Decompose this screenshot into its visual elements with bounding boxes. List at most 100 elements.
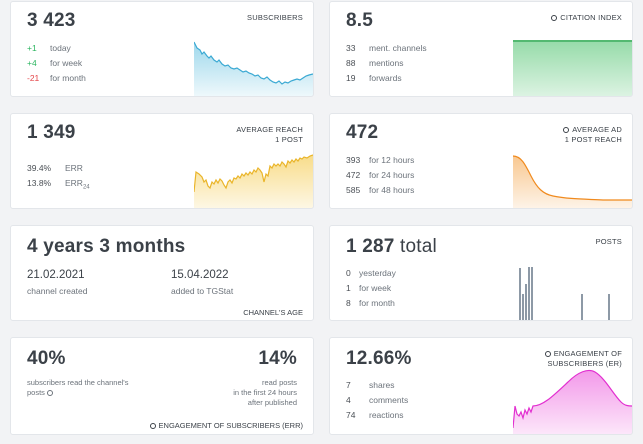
channel-age-value: 4 years 3 months: [27, 236, 186, 257]
err24-row: 13.8% ERR24: [27, 176, 90, 191]
citation-channels-value: 33: [346, 43, 356, 53]
ad-reach-12h-value: 393: [346, 155, 361, 165]
er-shares-row: 7 shares: [346, 378, 408, 393]
subscribers-month-label: for month: [50, 73, 86, 83]
er-value: 12.66%: [346, 348, 412, 369]
info-icon: [149, 423, 156, 429]
err-read-text: subscribers read the channel's posts: [27, 378, 129, 397]
err-row: 39.4% ERR: [27, 161, 90, 176]
er-reactions-label: reactions: [369, 410, 404, 420]
posts-stats: 0 yesterday 1 for week 8 for month: [346, 266, 396, 311]
er-sparkline: [513, 369, 632, 434]
ad-reach-24h-label: for 24 hours: [369, 170, 415, 180]
citation-mentions-row: 88 mentions: [346, 56, 427, 71]
info-icon: [47, 390, 54, 396]
subscribers-today-row: +1 today: [27, 41, 86, 56]
ad-reach-48h-row: 585 for 48 hours: [346, 183, 414, 198]
subscribers-month-value: -21: [27, 73, 40, 83]
subscribers-month-row: -21 for month: [27, 71, 86, 86]
added-date: 15.04.2022: [171, 269, 229, 281]
ad-reach-12h-label: for 12 hours: [369, 155, 415, 165]
ad-reach-12h-row: 393 for 12 hours: [346, 153, 414, 168]
err-label: ERR: [65, 163, 83, 173]
posts-total-value: 1 287: [346, 236, 395, 257]
ad-reach-24h-value: 472: [346, 170, 361, 180]
subscribers-card[interactable]: 3 423 SUBSCRIBERS +1 today +4 for week -21…: [10, 1, 314, 97]
posts-total-label: total: [400, 236, 437, 257]
err-24h-text: read posts in the first 24 hours after pub…: [233, 378, 297, 407]
info-icon: [544, 351, 551, 357]
citation-forwards-row: 19 forwards: [346, 71, 427, 86]
subscribers-stats: +1 today +4 for week -21 for month: [27, 41, 86, 86]
posts-month-label: for month: [359, 298, 395, 308]
er-card[interactable]: 12.66% ENGAGEMENT OF SUBSCRIBERS (ER) 7 sh…: [329, 337, 633, 435]
subscribers-label: SUBSCRIBERS: [247, 13, 303, 22]
average-reach-card[interactable]: 1 349 AVERAGE REACH 1 POST 39.4% ERR 13.8%…: [10, 113, 314, 209]
citation-mentions-label: mentions: [369, 58, 404, 68]
channel-age-card[interactable]: 4 years 3 months 21.02.2021 channel crea…: [10, 225, 314, 321]
subscribers-week-row: +4 for week: [27, 56, 86, 71]
err-read-percent: 40%: [27, 348, 66, 369]
ad-reach-24h-row: 472 for 24 hours: [346, 168, 414, 183]
citation-sparkline: [513, 40, 632, 96]
posts-week-label: for week: [359, 283, 392, 293]
err24-label: ERR24: [65, 178, 90, 191]
citation-forwards-label: forwards: [369, 73, 402, 83]
er-comments-value: 4: [346, 395, 351, 405]
channel-age-footer: CHANNEL'S AGE: [243, 308, 303, 317]
citation-forwards-value: 19: [346, 73, 356, 83]
subscribers-count: 3 423: [27, 10, 76, 31]
average-reach-value: 1 349: [27, 122, 76, 143]
posts-week-value: 1: [346, 283, 351, 293]
ad-reach-48h-label: for 48 hours: [369, 185, 415, 195]
posts-card[interactable]: 1 287 total POSTS 0 yesterday 1 for week 8…: [329, 225, 633, 321]
created-date: 21.02.2021: [27, 269, 85, 281]
subscribers-week-value: +4: [27, 58, 37, 68]
posts-week-row: 1 for week: [346, 281, 396, 296]
er-comments-label: comments: [369, 395, 409, 405]
subscribers-sparkline: [194, 41, 313, 96]
er-stats: 7 shares 4 comments 74 reactions: [346, 378, 408, 423]
citation-card[interactable]: 8.5 CITATION INDEX 33 ment. channels 88 me…: [329, 1, 633, 97]
posts-total: 1 287 total: [346, 236, 437, 258]
err-card[interactable]: 40% subscribers read the channel's posts…: [10, 337, 314, 435]
added-label: added to TGStat: [171, 286, 234, 296]
posts-yesterday-value: 0: [346, 268, 351, 278]
subscribers-week-label: for week: [50, 58, 83, 68]
posts-month-row: 8 for month: [346, 296, 396, 311]
subscribers-today-label: today: [50, 43, 71, 53]
reach-stats: 39.4% ERR 13.8% ERR24: [27, 161, 90, 191]
posts-month-value: 8: [346, 298, 351, 308]
average-reach-sparkline: [194, 154, 313, 208]
posts-label: POSTS: [595, 237, 622, 246]
er-reactions-value: 74: [346, 410, 356, 420]
info-icon: [563, 127, 570, 133]
average-ad-reach-sparkline: [513, 155, 632, 208]
err24-value: 13.8%: [27, 178, 52, 188]
citation-stats: 33 ment. channels 88 mentions 19 forwards: [346, 41, 427, 86]
citation-channels-row: 33 ment. channels: [346, 41, 427, 56]
er-shares-value: 7: [346, 380, 351, 390]
er-comments-row: 4 comments: [346, 393, 408, 408]
posts-bar-chart: [519, 267, 610, 320]
average-ad-reach-label: AVERAGE AD 1 POST REACH: [563, 125, 622, 144]
err-24h-percent: 14%: [258, 348, 297, 369]
ad-reach-stats: 393 for 12 hours 472 for 24 hours 585 for 4…: [346, 153, 414, 198]
err-value: 39.4%: [27, 163, 52, 173]
posts-yesterday-label: yesterday: [359, 268, 396, 278]
citation-index-value: 8.5: [346, 10, 374, 31]
ad-reach-48h-value: 585: [346, 185, 361, 195]
average-ad-reach-card[interactable]: 472 AVERAGE AD 1 POST REACH 393 for 12 hou…: [329, 113, 633, 209]
citation-channels-label: ment. channels: [369, 43, 427, 53]
average-ad-reach-value: 472: [346, 122, 379, 143]
created-label: channel created: [27, 286, 88, 296]
citation-mentions-value: 88: [346, 58, 356, 68]
posts-yesterday-row: 0 yesterday: [346, 266, 396, 281]
er-label: ENGAGEMENT OF SUBSCRIBERS (ER): [544, 349, 622, 369]
average-reach-label: AVERAGE REACH 1 POST: [236, 125, 303, 144]
er-reactions-row: 74 reactions: [346, 408, 408, 423]
err-footer: ENGAGEMENT OF SUBSCRIBERS (ERR): [149, 421, 303, 430]
citation-label: CITATION INDEX: [551, 13, 622, 23]
info-icon: [551, 15, 558, 21]
subscribers-today-value: +1: [27, 43, 37, 53]
